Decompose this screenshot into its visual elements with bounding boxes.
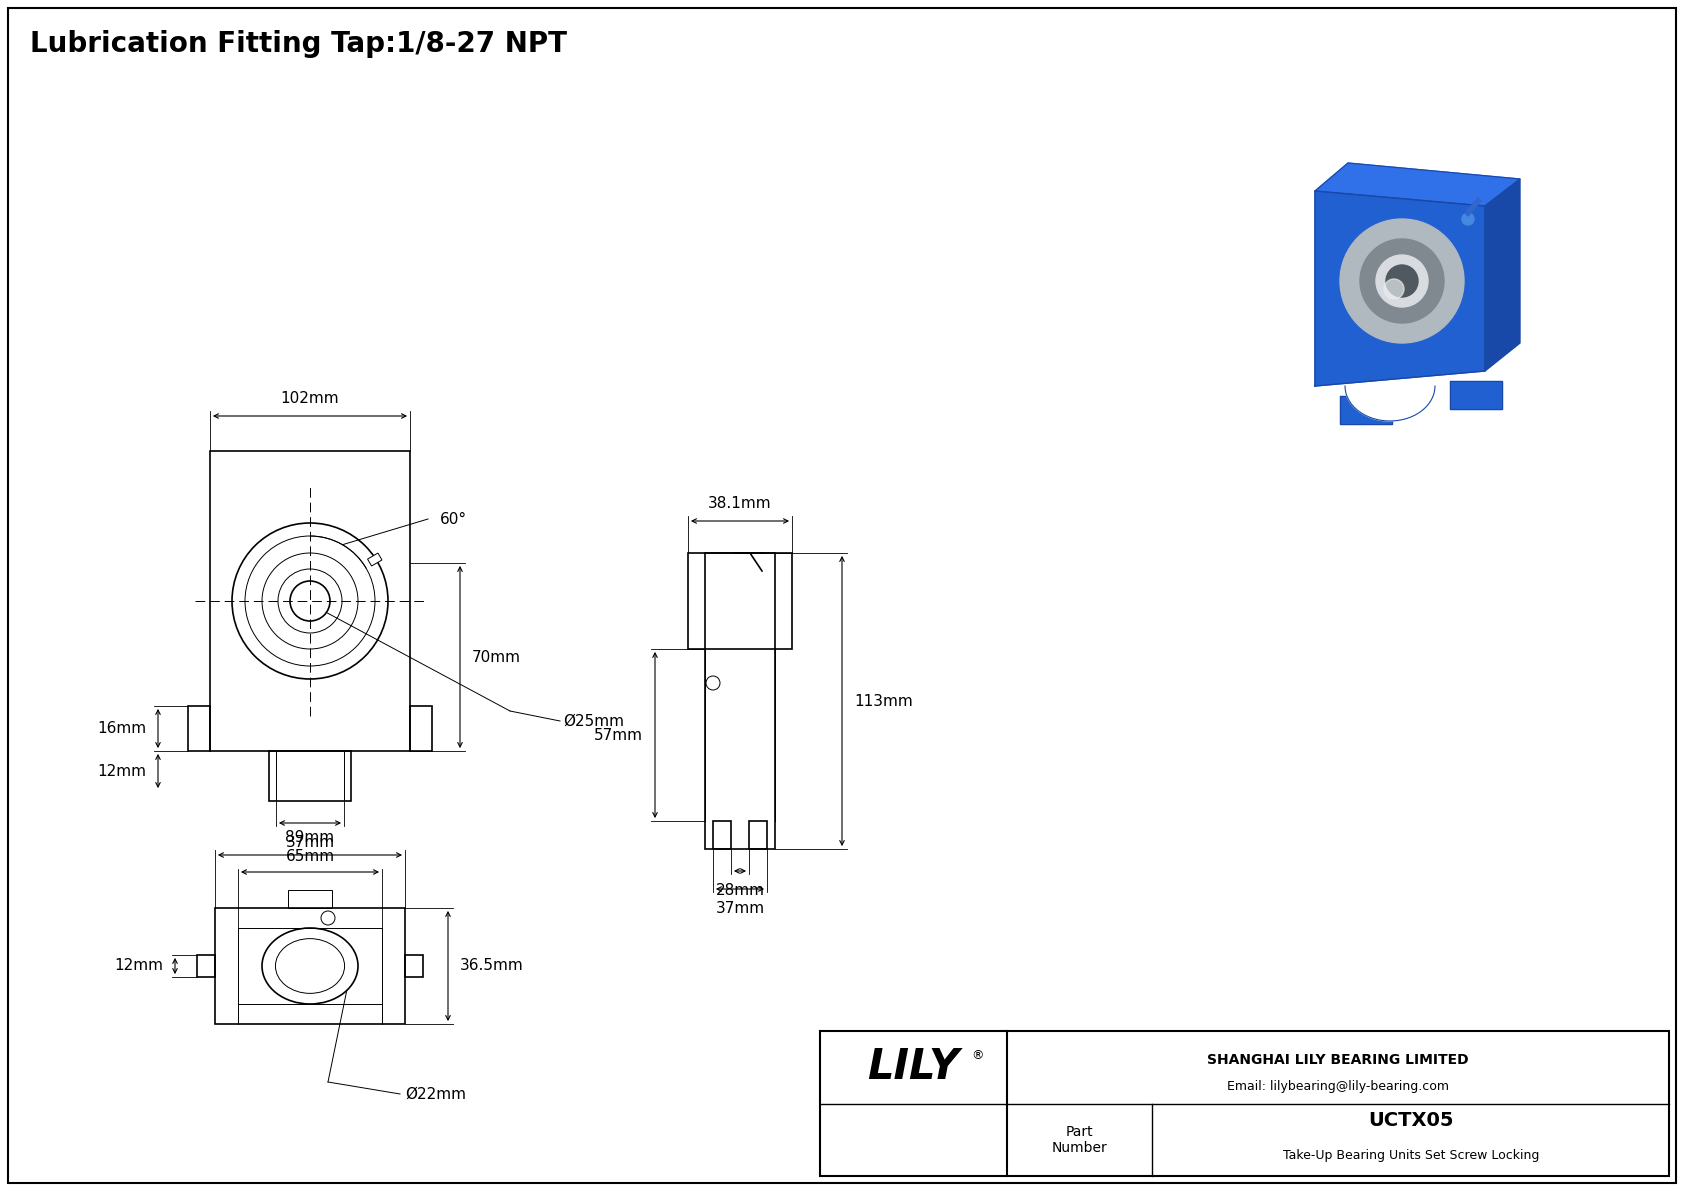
Text: LILY: LILY <box>867 1046 960 1089</box>
Text: Part
Number: Part Number <box>1052 1124 1108 1155</box>
Text: 37mm: 37mm <box>716 902 765 916</box>
Bar <box>210 451 409 752</box>
Text: 102mm: 102mm <box>281 391 338 406</box>
Polygon shape <box>1485 179 1521 372</box>
Bar <box>288 890 332 908</box>
Polygon shape <box>1346 386 1435 420</box>
Text: 37mm: 37mm <box>285 835 335 850</box>
Bar <box>269 752 350 802</box>
Bar <box>712 821 731 849</box>
Text: Email: lilybearing@lily-bearing.com: Email: lilybearing@lily-bearing.com <box>1228 1079 1448 1092</box>
Text: 65mm: 65mm <box>285 849 335 863</box>
Bar <box>197 955 216 977</box>
Circle shape <box>1462 213 1474 225</box>
Text: Lubrication Fitting Tap:1/8-27 NPT: Lubrication Fitting Tap:1/8-27 NPT <box>30 30 568 58</box>
Text: 12mm: 12mm <box>98 763 147 779</box>
Polygon shape <box>1340 395 1393 424</box>
Text: SHANGHAI LILY BEARING LIMITED: SHANGHAI LILY BEARING LIMITED <box>1207 1053 1468 1067</box>
Bar <box>404 955 423 977</box>
Text: 89mm: 89mm <box>285 830 335 844</box>
Text: 16mm: 16mm <box>98 721 147 736</box>
Text: UCTX05: UCTX05 <box>1367 1111 1453 1130</box>
Bar <box>216 908 404 1024</box>
Bar <box>820 1031 1669 1176</box>
Circle shape <box>1384 279 1404 299</box>
Bar <box>189 706 210 752</box>
Text: 70mm: 70mm <box>472 649 520 665</box>
Text: Ø22mm: Ø22mm <box>404 1086 466 1102</box>
Bar <box>749 821 766 849</box>
Circle shape <box>1386 266 1418 297</box>
Text: 57mm: 57mm <box>594 728 643 742</box>
Text: Ø25mm: Ø25mm <box>562 713 625 729</box>
Text: 12mm: 12mm <box>115 959 163 973</box>
Bar <box>237 928 382 1004</box>
Bar <box>706 553 775 849</box>
Polygon shape <box>1315 163 1521 206</box>
Bar <box>689 553 791 649</box>
Text: 60°: 60° <box>440 511 466 526</box>
Text: 36.5mm: 36.5mm <box>460 959 524 973</box>
Circle shape <box>1361 239 1443 323</box>
Circle shape <box>1340 219 1463 343</box>
Text: 28mm: 28mm <box>716 883 765 898</box>
Circle shape <box>1376 255 1428 307</box>
Polygon shape <box>1450 381 1502 409</box>
Bar <box>367 553 382 566</box>
Polygon shape <box>1315 191 1485 386</box>
Text: 113mm: 113mm <box>854 693 913 709</box>
Text: Take-Up Bearing Units Set Screw Locking: Take-Up Bearing Units Set Screw Locking <box>1283 1149 1539 1162</box>
Bar <box>409 706 433 752</box>
Text: ®: ® <box>972 1049 983 1062</box>
Text: 38.1mm: 38.1mm <box>709 495 771 511</box>
